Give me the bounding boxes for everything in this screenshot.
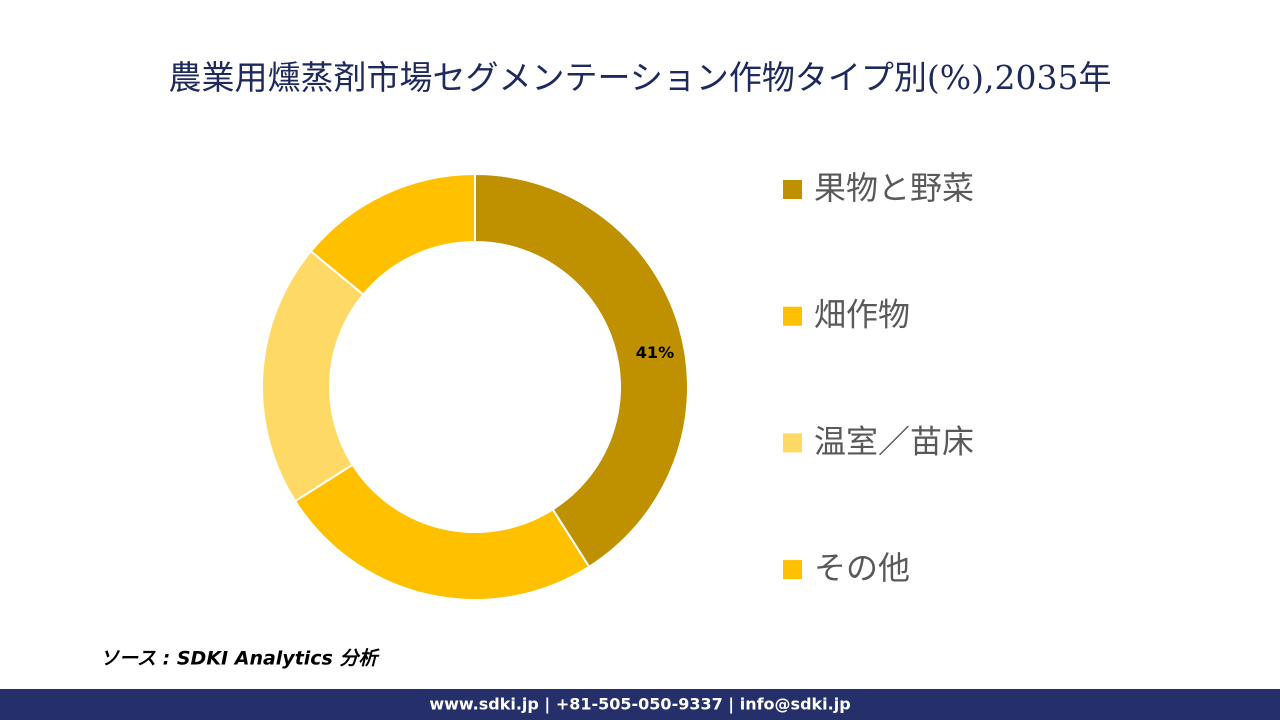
legend-label: 畑作物 xyxy=(814,296,910,334)
donut-segment xyxy=(261,249,365,503)
legend-swatch xyxy=(783,560,802,580)
footer-bar xyxy=(0,689,1280,720)
donut-segment xyxy=(293,463,591,601)
legend-label: 果物と野菜 xyxy=(814,169,974,207)
legend-label: その他 xyxy=(814,549,910,587)
legend-swatch xyxy=(783,180,802,199)
donut-segment xyxy=(309,172,476,296)
legend-label: 温室／苗床 xyxy=(814,422,974,460)
chart-title: 農業用燻蒸剤市場セグメンテーション作物タイプ別(%),2035年 xyxy=(169,58,1112,97)
legend-swatch xyxy=(783,306,802,326)
legend-swatch xyxy=(783,433,802,453)
data-label: 41% xyxy=(636,343,674,362)
donut-segment xyxy=(474,172,689,569)
footer-text: www.sdki.jp | +81-505-050-9337 | info@sd… xyxy=(429,695,850,715)
source: ソース : SDKI Analytics 分析 xyxy=(100,648,380,670)
